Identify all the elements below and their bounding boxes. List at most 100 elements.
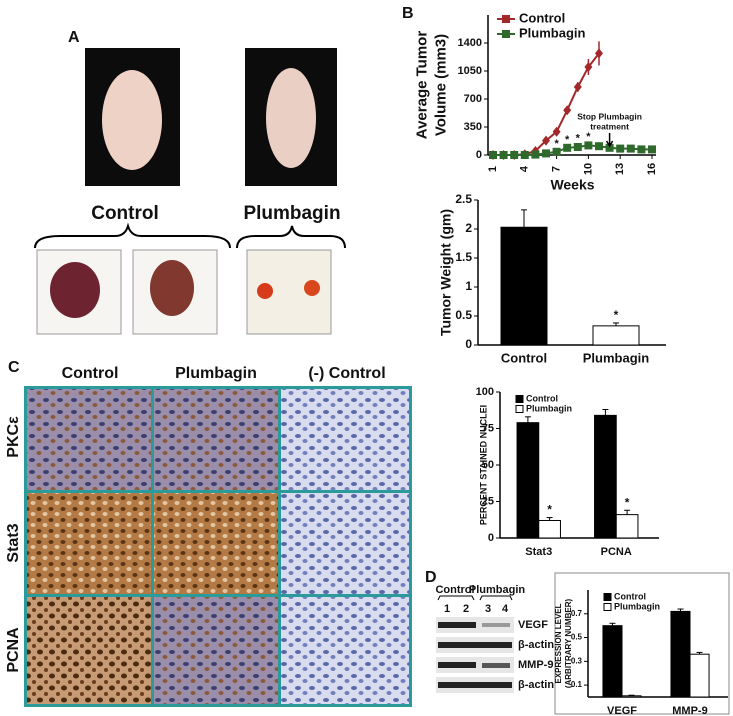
marker (626, 144, 635, 153)
x-tick-label: 4 (519, 165, 531, 172)
marker (595, 142, 603, 151)
y-axis-label: EXPRESSION LEVEL (554, 603, 563, 683)
ihc-image (281, 389, 409, 490)
ihc-image (281, 493, 409, 594)
bar (615, 514, 639, 539)
legend-marker (502, 30, 510, 38)
marker (573, 82, 582, 92)
y-tick-label: 0.1 (571, 680, 583, 689)
bar (621, 695, 642, 698)
y-tick-label: 0.7 (571, 609, 583, 618)
tumor (50, 262, 100, 318)
annotation: * (565, 134, 570, 146)
band-label: MMP-9 (518, 659, 553, 671)
series-line (493, 144, 652, 156)
legend-label: Plumbagin (614, 601, 660, 611)
x-tick-label: MMP-9 (672, 705, 707, 716)
x-tick-label: 10 (582, 163, 594, 175)
x-tick-label: 7 (551, 166, 563, 172)
panel-label: D (425, 569, 437, 586)
legend-swatch (603, 593, 612, 601)
ihc-image (27, 597, 151, 704)
marker (563, 143, 572, 152)
marker (499, 151, 508, 159)
y-tick-label: 0.5 (571, 633, 583, 642)
marker (648, 145, 656, 154)
lane-number: 4 (502, 603, 509, 615)
marker (563, 105, 572, 116)
bar (670, 610, 691, 698)
legend-swatch (515, 405, 524, 413)
band (438, 622, 476, 628)
marker (542, 149, 550, 158)
x-tick-label: VEGF (607, 705, 637, 716)
marker (616, 144, 625, 153)
x-tick-label: 13 (614, 163, 626, 175)
ihc-image (281, 597, 409, 704)
y-tick-label: 75 (482, 422, 494, 434)
mouse (266, 68, 316, 168)
marker (584, 141, 593, 150)
group-label: Control (435, 584, 474, 596)
x-tick-label: Stat3 (525, 546, 552, 558)
annotation: * (625, 495, 630, 509)
chart-frame (554, 572, 730, 715)
y-tick-label: 100 (476, 386, 494, 398)
panel-label: C (8, 359, 20, 376)
brace (236, 225, 346, 249)
y-tick-label: 0.5 (455, 308, 472, 322)
bar (602, 625, 623, 698)
column-header: Control (62, 365, 119, 382)
x-tick-label: 16 (646, 163, 658, 175)
marker (637, 145, 646, 154)
band (482, 623, 510, 627)
annotation: * (614, 308, 619, 322)
y-tick-label: 1050 (458, 65, 482, 77)
bar (516, 422, 540, 539)
row-label: PCNA (5, 627, 22, 673)
marker (595, 48, 603, 59)
bar (592, 325, 640, 346)
legend-label: Plumbagin (519, 25, 586, 40)
band-label: β-actin (518, 639, 554, 651)
band (438, 682, 512, 688)
y-axis-label: Volume (mm3) (432, 34, 449, 136)
y-tick-label: 2 (465, 221, 472, 235)
x-tick-label: Control (501, 350, 547, 365)
bar (538, 519, 561, 539)
panel-label: B (402, 5, 414, 22)
y-tick-label: 50 (482, 459, 494, 471)
bar (689, 653, 710, 698)
tumor (150, 260, 194, 316)
tumor (304, 280, 320, 296)
row-label: PKCε (5, 416, 22, 458)
marker (489, 151, 497, 159)
y-tick-label: 1.5 (455, 250, 472, 264)
legend-marker (502, 15, 510, 23)
annotation: * (586, 131, 591, 143)
ihc-image (154, 389, 278, 490)
marker (510, 151, 519, 159)
group-label: Plumbagin (243, 203, 340, 224)
legend-label: Control (519, 10, 565, 25)
x-tick-label: 1 (487, 166, 499, 172)
lane-number: 1 (444, 603, 450, 615)
y-axis-label: (ARBITRARY NUMBER) (564, 599, 573, 689)
bar (594, 414, 617, 539)
marker (584, 62, 593, 72)
row-label: Stat3 (5, 523, 22, 562)
lane-number: 3 (485, 603, 491, 615)
mouse (102, 70, 162, 170)
legend-swatch (515, 395, 524, 403)
y-tick-label: 2.5 (455, 192, 472, 206)
arrow (605, 133, 614, 148)
band-label: β-actin (518, 679, 554, 691)
band (482, 663, 510, 668)
lane-number: 2 (463, 603, 469, 615)
marker (552, 126, 561, 137)
bracket (437, 595, 513, 601)
y-tick-label: 0.3 (571, 656, 583, 665)
marker (542, 135, 550, 146)
band (438, 662, 476, 668)
